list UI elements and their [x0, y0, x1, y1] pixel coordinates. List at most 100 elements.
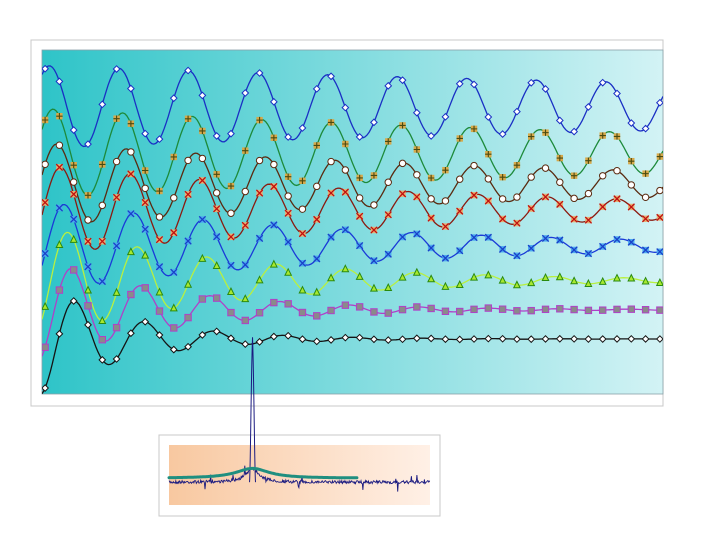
series-4-point [456, 207, 464, 215]
series-4-point [42, 198, 49, 207]
series-5-point [613, 235, 621, 244]
series-1-point [527, 78, 536, 87]
series-7-point [198, 295, 207, 303]
series-6-point [455, 280, 464, 289]
series-1-point [141, 129, 150, 138]
series-4-point [327, 189, 335, 197]
series-7-point [170, 324, 178, 332]
series-8-point [527, 335, 536, 344]
series-7-point [298, 308, 307, 317]
series-2-point [42, 116, 49, 124]
series-5-point [584, 249, 593, 258]
series-3-point [155, 213, 164, 221]
series-8-point [613, 335, 621, 343]
series-6-point [42, 301, 50, 310]
series-7-point [641, 306, 650, 314]
series-8-point [484, 334, 493, 343]
series-4-point [241, 221, 249, 230]
inset-plot-area [169, 445, 430, 505]
inset-spectrum-line [168, 465, 431, 492]
series-7-point [112, 323, 121, 332]
series-6-point [83, 285, 93, 294]
series-7-point [341, 301, 350, 309]
series-5-point [327, 233, 335, 241]
series-1-point [384, 81, 393, 90]
series-1-point [498, 130, 507, 138]
series-8-point [184, 342, 192, 351]
series-4-point [255, 189, 264, 197]
series-4-point [656, 213, 663, 222]
series-5-point [398, 233, 407, 241]
series-5-point [213, 233, 221, 241]
series-2-point [413, 146, 421, 153]
series-3-point [384, 178, 392, 186]
series-3-point [170, 194, 178, 202]
series-8-point [126, 329, 135, 338]
series-4-point [55, 163, 64, 172]
series-6-point [512, 280, 521, 289]
series-5-point [413, 230, 421, 238]
series-7-point [656, 306, 663, 314]
series-8-point [198, 331, 207, 339]
series-2-point [284, 173, 292, 180]
series-2-point [56, 113, 63, 120]
series-4-point [613, 195, 621, 203]
series-4-point [527, 204, 535, 213]
series-1-point [370, 118, 378, 127]
series-2-point [242, 147, 249, 154]
series-6-point [312, 287, 321, 296]
series-7-point [413, 303, 421, 311]
series-8-point [69, 297, 78, 305]
series-8-point [441, 335, 450, 344]
series-1-point [184, 66, 192, 75]
series-1-point [327, 72, 335, 81]
series-5-point [270, 221, 278, 229]
series-6-point [555, 272, 564, 281]
inset-fit-curve [167, 466, 359, 480]
series-2-point [556, 154, 564, 162]
series-4-point [84, 237, 92, 246]
series-7 [42, 266, 663, 357]
series-6-point [126, 247, 135, 256]
series-8-point [455, 335, 464, 344]
series-2-point [70, 161, 77, 169]
series-1-point [641, 124, 650, 133]
series-8-point [384, 336, 393, 344]
series-4-point [370, 226, 378, 234]
series-7-point [627, 305, 636, 313]
series-2-point [370, 172, 378, 179]
series-6-point [284, 267, 293, 276]
series-3-point [470, 161, 478, 170]
series-6-point [269, 259, 278, 268]
series-4-point [599, 203, 607, 211]
series-1-point [284, 133, 293, 141]
series-5-point [456, 247, 464, 255]
series-7-point [42, 343, 49, 351]
series-5-point [70, 215, 78, 223]
series-1-point [212, 132, 221, 140]
series-8-point [141, 317, 150, 326]
series-4-point [198, 176, 207, 185]
series-7-point [227, 308, 235, 317]
series-4-point [127, 170, 135, 178]
series-8-point [298, 335, 307, 344]
series-7-point [69, 266, 78, 274]
series-1-point [398, 76, 407, 85]
series-5-point [227, 261, 235, 270]
series-8-point [570, 334, 579, 343]
series-5-point [641, 246, 650, 254]
series-1-point [198, 91, 207, 100]
series-3-point [599, 172, 607, 180]
series-7-point [255, 309, 264, 317]
series-7-point [398, 305, 407, 314]
series-2-point [270, 134, 278, 141]
series-5-point [370, 257, 378, 265]
series-1-point [98, 100, 107, 109]
series-4-point [213, 205, 221, 213]
series-1-point [269, 97, 278, 106]
series-5-point [556, 236, 564, 244]
series-6-point [355, 271, 364, 280]
series-2-point [213, 171, 220, 178]
series-8-point [470, 335, 478, 343]
